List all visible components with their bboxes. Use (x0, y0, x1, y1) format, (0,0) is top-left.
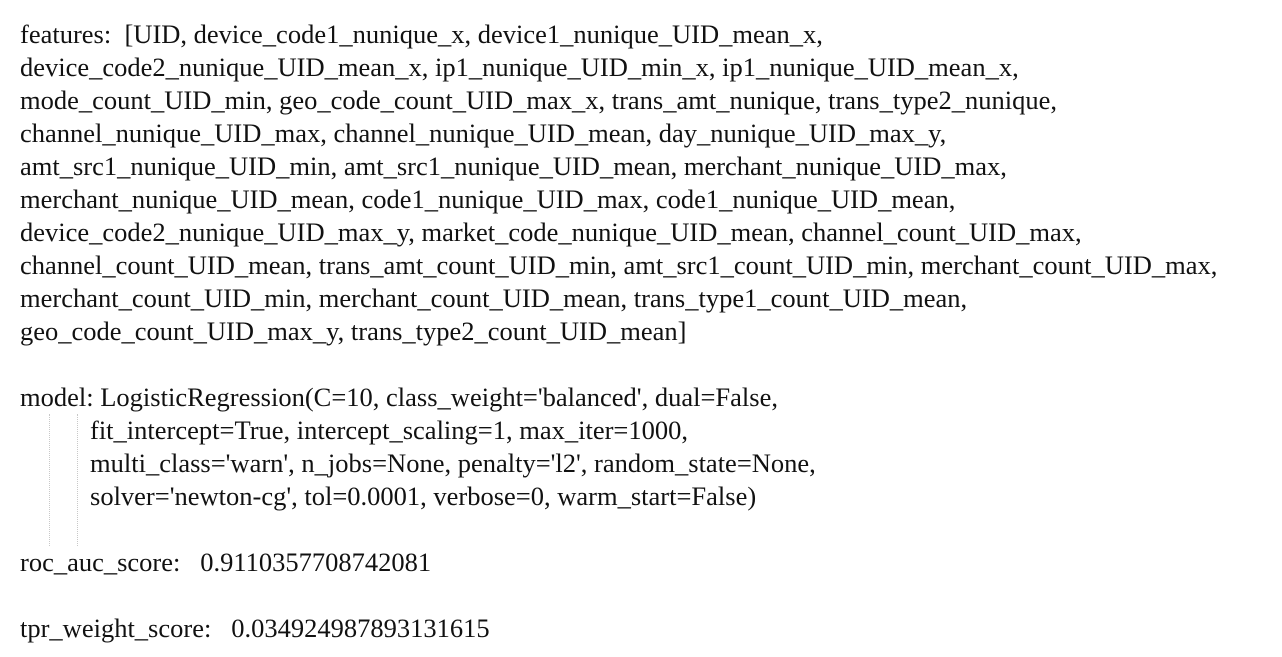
model-line-3: multi_class='warn', n_jobs=None, penalty… (90, 448, 816, 478)
roc-auc-label: roc_auc_score: (20, 547, 181, 577)
features-line-2: device_code2_nunique_UID_mean_x, ip1_nun… (20, 52, 1019, 82)
features-line-8: channel_count_UID_mean, trans_amt_count_… (20, 250, 1218, 280)
indent-guides (20, 414, 90, 546)
features-line-4: channel_nunique_UID_max, channel_nunique… (20, 118, 947, 148)
spacer (20, 579, 1280, 612)
model-continuation: fit_intercept=True, intercept_scaling=1,… (20, 414, 1280, 546)
features-line-1: features: [UID, device_code1_nunique_x, … (20, 18, 1280, 51)
features-label: features: (20, 19, 112, 49)
features-line-5: amt_src1_nunique_UID_min, amt_src1_nuniq… (20, 151, 1007, 181)
features-line-3: mode_count_UID_min, geo_code_count_UID_m… (20, 85, 1057, 115)
model-line-1: model: LogisticRegression(C=10, class_we… (20, 381, 1280, 414)
model-text: LogisticRegression(C=10, class_weight='b… (100, 382, 778, 412)
roc-auc-line: roc_auc_score: 0.9110357708742081 (20, 546, 1280, 579)
indent-guide (49, 414, 50, 546)
model-line-2: fit_intercept=True, intercept_scaling=1,… (90, 415, 688, 445)
model-label: model: (20, 382, 94, 412)
model-line-4: solver='newton-cg', tol=0.0001, verbose=… (90, 481, 757, 511)
roc-auc-value: 0.9110357708742081 (200, 547, 432, 577)
tpr-weight-label: tpr_weight_score: (20, 613, 212, 643)
output-document: features: [UID, device_code1_nunique_x, … (20, 18, 1280, 645)
spacer (20, 348, 1280, 381)
indent-guide (77, 414, 78, 546)
spacer (20, 513, 1280, 546)
tpr-weight-line: tpr_weight_score: 0.034924987893131615 (20, 612, 1280, 645)
features-line-10: geo_code_count_UID_max_y, trans_type2_co… (20, 316, 687, 346)
features-line-6: merchant_nunique_UID_mean, code1_nunique… (20, 184, 956, 214)
features-line-7: device_code2_nunique_UID_max_y, market_c… (20, 217, 1082, 247)
tpr-weight-value: 0.034924987893131615 (231, 613, 490, 643)
features-line-9: merchant_count_UID_min, merchant_count_U… (20, 283, 968, 313)
features-text: [UID, device_code1_nunique_x, device1_nu… (124, 19, 823, 49)
